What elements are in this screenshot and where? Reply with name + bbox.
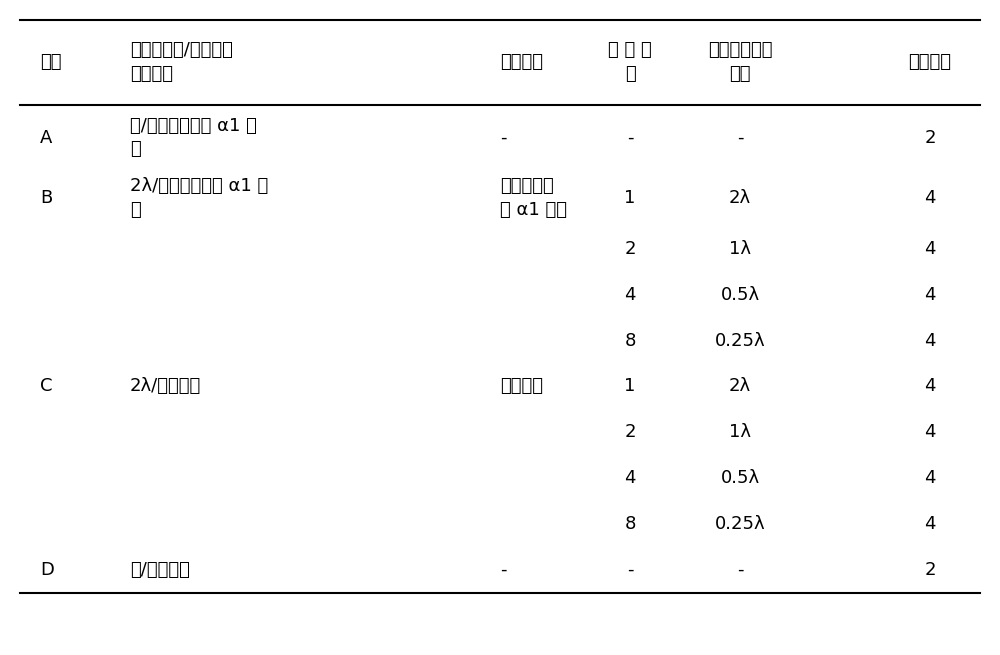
Text: 4: 4 <box>924 515 936 533</box>
Text: 4: 4 <box>624 469 636 487</box>
Text: 2: 2 <box>624 240 636 258</box>
Text: 4: 4 <box>924 377 936 396</box>
Text: 检查用水: 检查用水 <box>500 377 543 396</box>
Text: 0.25λ: 0.25λ <box>715 515 765 533</box>
Text: 4: 4 <box>924 286 936 304</box>
Text: 无/检查用水: 无/检查用水 <box>130 561 190 579</box>
Text: 重组猪干扰
素 α1 溶液: 重组猪干扰 素 α1 溶液 <box>500 178 567 219</box>
Text: 2λ/重组猪干扰素 α1 溶
液: 2λ/重组猪干扰素 α1 溶 液 <box>130 178 268 219</box>
Text: 2λ: 2λ <box>729 377 751 396</box>
Text: 4: 4 <box>924 469 936 487</box>
Text: -: - <box>737 128 743 147</box>
Text: B: B <box>40 189 52 207</box>
Text: 2: 2 <box>624 423 636 441</box>
Text: 0.25λ: 0.25λ <box>715 331 765 350</box>
Text: 4: 4 <box>624 286 636 304</box>
Text: 2λ/检查用水: 2λ/检查用水 <box>130 377 201 396</box>
Text: 2: 2 <box>924 561 936 579</box>
Text: 2: 2 <box>924 128 936 147</box>
Text: A: A <box>40 128 52 147</box>
Text: 编号: 编号 <box>40 53 62 71</box>
Text: C: C <box>40 377 52 396</box>
Text: 1: 1 <box>624 189 636 207</box>
Text: -: - <box>500 561 507 579</box>
Text: 1λ: 1λ <box>729 423 751 441</box>
Text: 稀释用液: 稀释用液 <box>500 53 543 71</box>
Text: -: - <box>500 128 507 147</box>
Text: 无/重组猪干扰素 α1 溶
液: 无/重组猪干扰素 α1 溶 液 <box>130 117 257 159</box>
Text: -: - <box>737 561 743 579</box>
Text: D: D <box>40 561 54 579</box>
Text: 平行管数: 平行管数 <box>908 53 952 71</box>
Text: 4: 4 <box>924 423 936 441</box>
Text: 4: 4 <box>924 189 936 207</box>
Text: 0.5λ: 0.5λ <box>720 286 760 304</box>
Text: 8: 8 <box>624 515 636 533</box>
Text: 1: 1 <box>624 377 636 396</box>
Text: 内毒素浓度/配制内毒
素的溶液: 内毒素浓度/配制内毒 素的溶液 <box>130 41 233 83</box>
Text: 4: 4 <box>924 331 936 350</box>
Text: 4: 4 <box>924 240 936 258</box>
Text: 0.5λ: 0.5λ <box>720 469 760 487</box>
Text: 所含内毒素的
浓度: 所含内毒素的 浓度 <box>708 41 772 83</box>
Text: -: - <box>627 561 633 579</box>
Text: 稀 释 倍
数: 稀 释 倍 数 <box>608 41 652 83</box>
Text: 2λ: 2λ <box>729 189 751 207</box>
Text: 8: 8 <box>624 331 636 350</box>
Text: -: - <box>627 128 633 147</box>
Text: 1λ: 1λ <box>729 240 751 258</box>
